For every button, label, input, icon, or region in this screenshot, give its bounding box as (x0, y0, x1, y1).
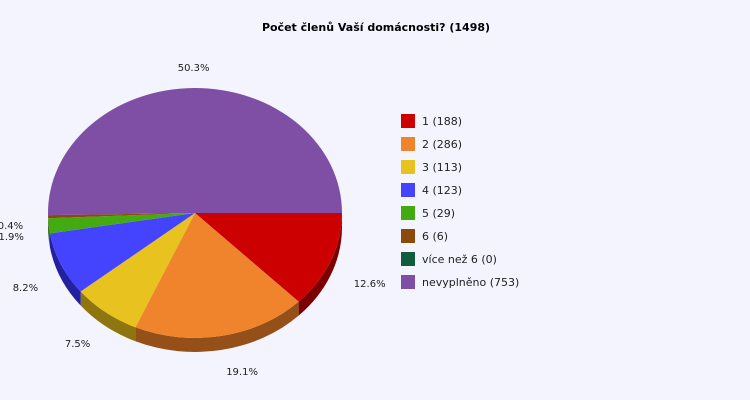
legend-swatch-3 (401, 160, 415, 174)
slice-side-3 (80, 291, 136, 342)
legend-label-1: 1 (188) (422, 115, 462, 128)
slice-label-8: 50.3% (178, 63, 210, 74)
legend-swatch-1 (401, 114, 415, 128)
legend-label-7: více než 6 (0) (422, 253, 497, 266)
slice-5 (48, 213, 195, 234)
slice-label-6: 0.4% (0, 221, 23, 232)
legend-swatch-2 (401, 137, 415, 151)
chart-title: Počet členů Vaší domácnosti? (1498) (262, 21, 490, 34)
legend-label-2: 2 (286) (422, 138, 462, 151)
legend-swatch-6 (401, 229, 415, 243)
slice-side-5 (48, 218, 50, 248)
legend-swatch-5 (401, 206, 415, 220)
pie-slices (47, 87, 342, 338)
legend-swatch-7 (401, 252, 415, 266)
legend-label-6: 6 (6) (422, 230, 448, 243)
legend-swatch-8 (401, 275, 415, 289)
slice-label-3: 7.5% (65, 339, 90, 350)
legend-label-4: 4 (123) (422, 184, 462, 197)
slice-label-5: 1.9% (0, 232, 24, 243)
slice-side-2 (135, 301, 299, 352)
slice-label-1: 12.6% (354, 279, 386, 290)
legend: 1 (188) 2 (286) 3 (113) 4 (123) 5 (29) 6 (6) v… (401, 114, 519, 289)
slice-label-4: 8.2% (13, 283, 38, 294)
slice-label-2: 19.1% (226, 367, 258, 378)
slice-labels: 12.6% 19.1% 7.5% 8.2% 1.9%0.4% 50.3% (0, 63, 386, 378)
slice-8 (47, 87, 342, 216)
slice-side-1 (298, 213, 342, 316)
legend-label-8: nevyplněno (753) (422, 276, 519, 289)
pie-depth (48, 213, 342, 352)
slice-6 (48, 213, 195, 219)
legend-label-3: 3 (113) (422, 161, 462, 174)
legend-swatch-4 (401, 183, 415, 197)
slice-1 (195, 213, 342, 302)
slice-3 (80, 213, 195, 328)
slice-side-4 (49, 233, 81, 306)
slice-2 (135, 213, 299, 338)
slice-4 (49, 213, 195, 292)
legend-label-5: 5 (29) (422, 207, 455, 220)
